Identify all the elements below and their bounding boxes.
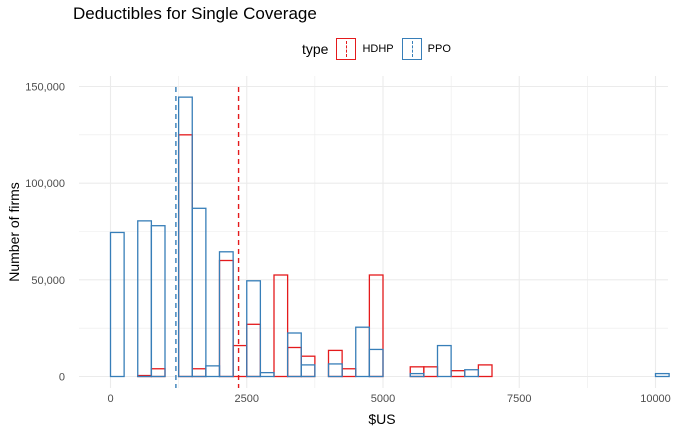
bar-hdhp — [232, 344, 248, 378]
bar-ppo — [355, 326, 371, 378]
bar-ppo — [286, 332, 302, 378]
bar-ppo — [246, 280, 262, 378]
bar-hdhp — [191, 368, 207, 378]
x-tick-label: 0 — [107, 393, 113, 405]
bar-hdhp — [150, 368, 166, 378]
mean-lines — [175, 87, 240, 388]
legend-label-hdhp: HDHP — [362, 43, 394, 55]
y-tick-label: 150,000 — [25, 82, 65, 94]
bar-hdhp — [341, 368, 357, 378]
bar-ppo — [464, 369, 480, 378]
bar-hdhp — [450, 370, 466, 378]
bar-ppo — [150, 225, 166, 378]
bar-hdhp — [273, 274, 289, 378]
bar-hdhp — [177, 134, 193, 378]
legend-key-ppo — [401, 38, 422, 60]
bar-ppo — [205, 365, 221, 378]
bar-ppo — [177, 96, 193, 378]
bar-ppo — [137, 220, 153, 378]
y-tick-label: 100,000 — [25, 178, 65, 190]
x-tick-label: 7500 — [507, 393, 531, 405]
y-axis-title: Number of firms — [6, 182, 22, 282]
bar-hdhp — [423, 366, 439, 378]
bar-hdhp — [368, 274, 384, 378]
bar-ppo — [218, 251, 234, 378]
x-axis-title: $US — [368, 411, 395, 427]
legend-item-ppo: PPO — [401, 38, 451, 60]
bar-hdhp — [286, 346, 302, 378]
legend-label-ppo: PPO — [427, 43, 451, 55]
legend-item-hdhp: HDHP — [336, 38, 394, 60]
bar-hdhp — [409, 366, 425, 378]
chart-title: Deductibles for Single Coverage — [73, 4, 317, 23]
bar-hdhp — [300, 355, 316, 378]
bar-ppo — [436, 344, 452, 378]
bar-ppo — [409, 372, 425, 378]
bar-hdhp — [477, 364, 493, 378]
grid — [79, 76, 668, 388]
y-tick-label: 0 — [59, 372, 65, 384]
bars — [109, 96, 670, 378]
x-tick-label: 10000 — [640, 393, 671, 405]
legend-title: type — [302, 41, 329, 57]
x-tick-label: 2500 — [235, 393, 259, 405]
legend: type HDHP PPO — [302, 36, 459, 62]
x-axis-ticks: 0 2500 5000 7500 10000 — [107, 393, 670, 405]
x-tick-label: 5000 — [371, 393, 395, 405]
bar-ppo — [191, 207, 207, 378]
bar-ppo — [259, 371, 275, 378]
bar-hdhp — [246, 323, 262, 378]
bar-ppo — [109, 231, 125, 378]
y-axis-ticks: 0 50,000 100,000 150,000 — [25, 82, 65, 384]
legend-key-hdhp — [336, 38, 357, 60]
bar-ppo — [654, 372, 670, 378]
y-tick-label: 50,000 — [31, 275, 65, 287]
bar-ppo — [368, 348, 384, 378]
bar-hdhp — [218, 259, 234, 378]
bar-ppo — [300, 364, 316, 378]
bar-ppo — [327, 363, 343, 378]
